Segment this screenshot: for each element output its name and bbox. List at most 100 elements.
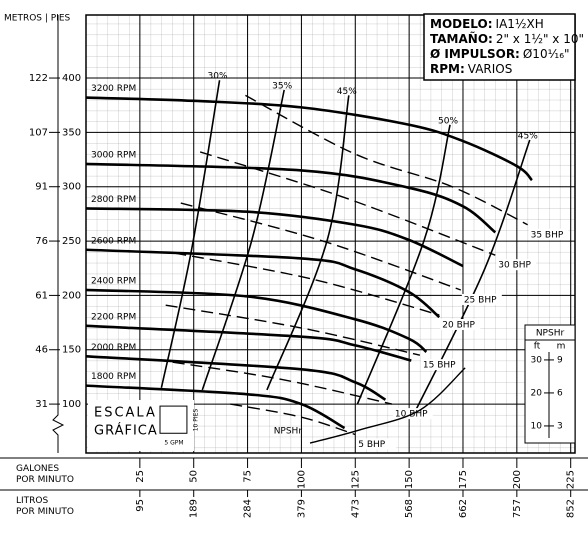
head-curve xyxy=(85,354,387,401)
npshr-tick-label-m: 6 xyxy=(557,388,563,398)
header-line: Ø IMPULSOR: Ø10¹⁄₁₆" xyxy=(430,47,570,61)
scale-square xyxy=(159,405,188,434)
y-axis-break xyxy=(52,15,65,453)
bhp-label: 5 BHP xyxy=(358,440,386,450)
efficiency-curve xyxy=(160,80,221,388)
efficiency-curve xyxy=(201,89,285,391)
npshr-label: NPSHr xyxy=(274,427,303,437)
npshr-box xyxy=(524,324,576,444)
y-tick-label-m: 107 xyxy=(29,127,48,138)
x-tick-label-lpm: 189 xyxy=(189,499,200,518)
label-bg xyxy=(461,293,502,305)
x-axis-title: LITROS POR MINUTO xyxy=(16,496,74,517)
x-tick-label-lpm: 95 xyxy=(135,499,146,512)
y-tick-label: 250 xyxy=(62,236,81,247)
power-curve xyxy=(245,94,528,226)
scale-title: ESCALA xyxy=(94,406,157,421)
head-curve xyxy=(85,248,441,319)
scale-title: GRÁFICA xyxy=(94,423,158,439)
plot-frame xyxy=(85,14,576,454)
header-value: VARIOS xyxy=(468,62,513,76)
x-tick-label: 225 xyxy=(566,470,577,489)
x-tick-label: 100 xyxy=(296,470,307,489)
y-tick-label: 400 xyxy=(62,73,81,84)
npshr-title: NPSHr xyxy=(536,329,565,339)
x-tick-label: 25 xyxy=(135,470,146,483)
header-box xyxy=(423,13,576,81)
x-tick-label-lpm: 662 xyxy=(458,499,469,518)
plot-area xyxy=(86,15,575,453)
bhp-label: 20 BHP xyxy=(442,320,475,330)
power-curve xyxy=(199,151,496,256)
x-tick-label: 150 xyxy=(404,470,415,489)
y-tick-label-m: 122 xyxy=(29,73,48,84)
npshr-tick-label: 10 xyxy=(531,421,543,431)
y-tick-label: 300 xyxy=(62,182,81,193)
head-curve xyxy=(85,288,428,353)
scale-width-label: 5 GPM xyxy=(164,440,183,447)
header-value: 2" x 1½" x 10" xyxy=(496,32,584,46)
head-curve xyxy=(85,162,497,234)
rpm-label: 2600 RPM xyxy=(91,236,136,246)
efficiency-label: 30% xyxy=(208,72,228,82)
y-tick-label-m: 31 xyxy=(35,399,48,410)
power-curve xyxy=(180,202,462,291)
header-key: Ø IMPULSOR: xyxy=(430,47,520,61)
rpm-label: 3000 RPM xyxy=(91,150,136,160)
label-bg xyxy=(496,259,537,271)
x-tick-label: 75 xyxy=(243,470,254,483)
header-line: TAMAÑO: 2" x 1½" x 10" xyxy=(430,31,584,46)
label-bg xyxy=(440,318,481,330)
rpm-label: 2800 RPM xyxy=(91,195,136,205)
npshr-tick-label-m: 9 xyxy=(557,355,563,365)
x-tick-label: 175 xyxy=(458,470,469,489)
y-tick-label-m: 61 xyxy=(35,290,48,301)
y-tick-label: 350 xyxy=(62,127,81,138)
header-line: RPM: VARIOS xyxy=(430,62,512,76)
x-tick-label-lpm: 568 xyxy=(404,499,415,518)
efficiency-label: 45% xyxy=(518,131,538,141)
rpm-label: 3200 RPM xyxy=(91,84,136,94)
efficiency-label: 45% xyxy=(337,87,357,97)
bhp-label: 25 BHP xyxy=(464,295,497,305)
power-curve xyxy=(230,403,356,436)
y-tick-label: 150 xyxy=(62,345,81,356)
rpm-label: 2400 RPM xyxy=(91,276,136,286)
corner-label: METROS | PIES xyxy=(4,14,71,24)
scale-height-label: 10 PIES xyxy=(193,409,200,432)
y-tick-label: 100 xyxy=(62,399,81,410)
x-tick-label: 200 xyxy=(512,470,523,489)
x-tick-label-lpm: 284 xyxy=(243,499,254,518)
npshr-tick-label-m: 3 xyxy=(557,421,563,431)
label-bg xyxy=(528,228,569,240)
x-tick-label-lpm: 379 xyxy=(296,499,307,518)
header-key: RPM: xyxy=(430,62,465,76)
efficiency-label: 35% xyxy=(272,81,292,91)
npshr-unit: m xyxy=(557,342,566,352)
power-curve xyxy=(174,252,440,316)
npshr-tick-label: 30 xyxy=(531,355,543,365)
label-bg xyxy=(420,359,461,371)
header-key: TAMAÑO: xyxy=(430,31,493,46)
head-curve xyxy=(85,384,346,430)
x-axis-title: GALONES POR MINUTO xyxy=(16,464,74,485)
efficiency-curve xyxy=(266,95,350,391)
header-key: MODELO: xyxy=(430,17,493,31)
npshr-curve xyxy=(309,367,466,444)
header-value: Ø10¹⁄₁₆" xyxy=(523,47,570,61)
rpm-label: 2200 RPM xyxy=(91,312,136,322)
bhp-label: 35 BHP xyxy=(531,230,564,240)
header-value: IA1½XH xyxy=(496,17,544,31)
x-tick-label: 50 xyxy=(189,470,200,483)
head-curve xyxy=(85,324,412,362)
bhp-label: 30 BHP xyxy=(498,261,531,271)
bhp-label: 15 BHP xyxy=(423,361,456,371)
npshr-tick-label: 20 xyxy=(531,388,543,398)
x-tick-label-lpm: 852 xyxy=(566,499,577,518)
label-bg xyxy=(356,438,397,450)
rpm-label: 1800 RPM xyxy=(91,372,136,382)
y-tick-label-m: 76 xyxy=(35,236,48,247)
power-curve xyxy=(165,304,421,356)
rpm-label: 2000 RPM xyxy=(91,343,136,353)
